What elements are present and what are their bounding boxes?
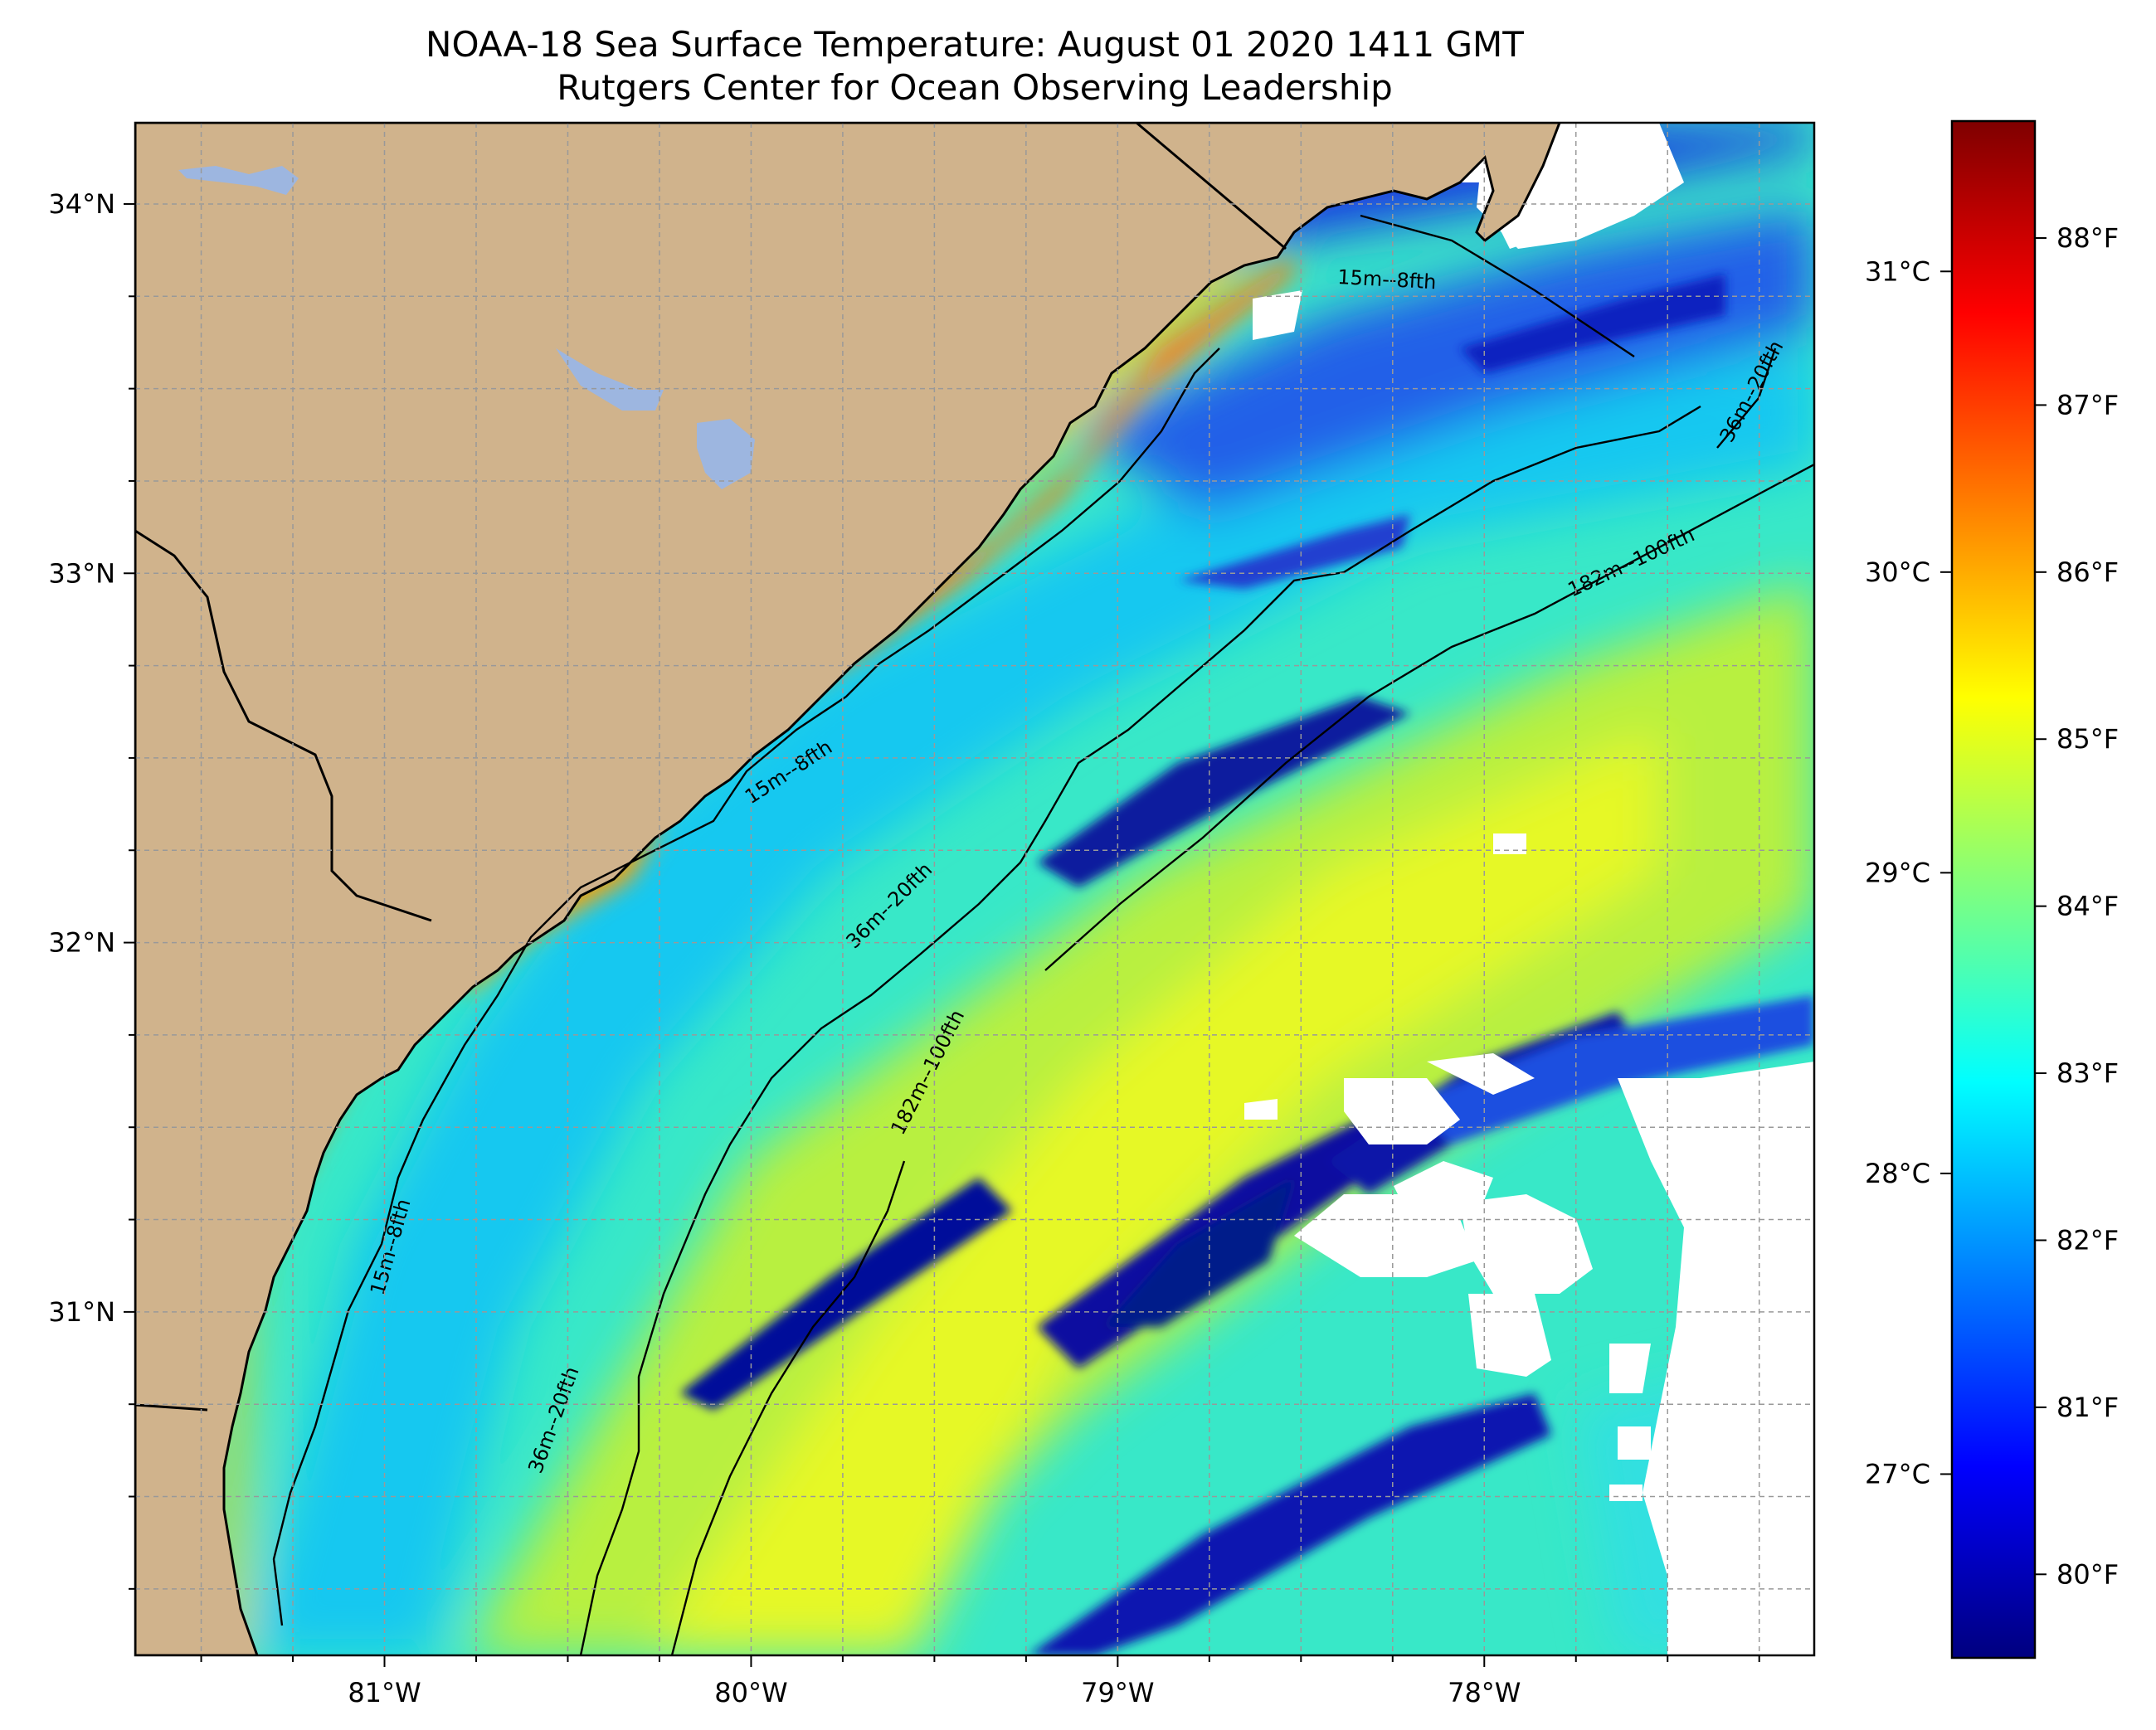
- colorbar-f-label: 82°F: [2056, 1224, 2119, 1256]
- lat-tick-label: 31°N: [48, 1296, 115, 1328]
- colorbar-f-label: 85°F: [2056, 723, 2119, 755]
- map-axis-ticks: 81°W 80°W 79°W 78°W 34°N 33°N 32°N 31°N: [48, 188, 1760, 1708]
- map-frame: [134, 121, 1816, 1657]
- land-mass: [135, 123, 1561, 1655]
- colorbar-c-label: 27°C: [1865, 1458, 1930, 1489]
- cold-streaks: [680, 274, 1814, 1655]
- colorbar: [1950, 119, 2037, 1660]
- lat-tick-label: 34°N: [48, 188, 115, 220]
- lon-tick-label: 81°W: [348, 1677, 421, 1708]
- colorbar-c-label: 30°C: [1865, 556, 1930, 588]
- colorbar-f-label: 84°F: [2056, 891, 2119, 922]
- colorbar-ticks: 88°F 87°F 86°F 85°F 84°F 83°F 82°F 81°F 80°F 31°C…: [1865, 222, 2119, 1590]
- state-borders: [135, 123, 1287, 1412]
- map-gridlines: [135, 123, 1814, 1655]
- map-area: 15m--8fth 15m--8fth 15m--8fth 36m--20fth…: [135, 123, 1814, 1655]
- lakes: [178, 166, 755, 489]
- colorbar-c-label: 28°C: [1865, 1158, 1930, 1189]
- colorbar-f-label: 86°F: [2056, 556, 2119, 588]
- isobath-contours: [272, 214, 1814, 1655]
- lat-tick-label: 33°N: [48, 557, 115, 589]
- map-title: NOAA-18 Sea Surface Temperature: August …: [426, 24, 1524, 65]
- lon-tick-label: 80°W: [714, 1677, 787, 1708]
- contour-label: 15m--8fth: [1337, 265, 1437, 294]
- colorbar-f-label: 87°F: [2056, 389, 2119, 420]
- lon-tick-label: 79°W: [1081, 1677, 1154, 1708]
- colorbar-f-label: 83°F: [2056, 1057, 2119, 1089]
- map-subtitle: Rutgers Center for Ocean Observing Leade…: [557, 67, 1393, 108]
- colorbar-f-label: 88°F: [2056, 222, 2119, 254]
- colorbar-c-label: 29°C: [1865, 857, 1930, 888]
- colorbar-f-label: 81°F: [2056, 1392, 2119, 1423]
- colorbar-c-label: 31°C: [1865, 255, 1930, 287]
- colorbar-f-label: 80°F: [2056, 1558, 2119, 1590]
- lat-tick-label: 32°N: [48, 927, 115, 959]
- lon-tick-label: 78°W: [1448, 1677, 1521, 1708]
